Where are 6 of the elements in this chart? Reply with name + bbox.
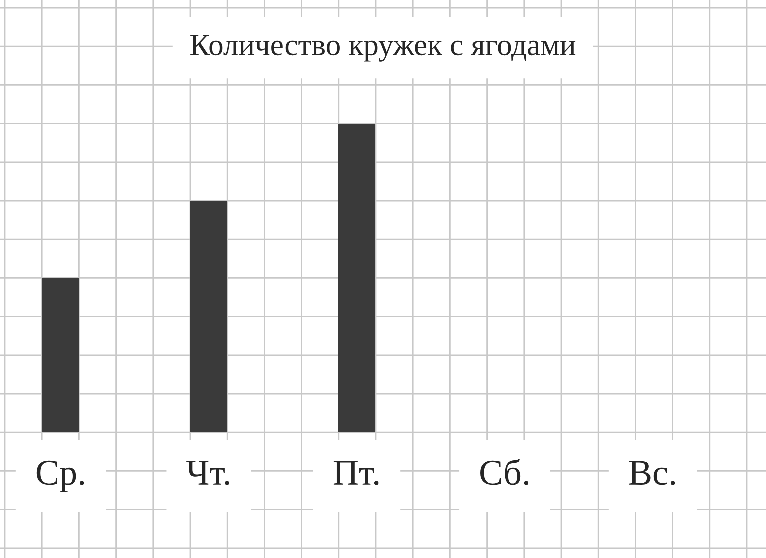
x-tick-label: Сб. <box>480 458 529 486</box>
x-tick-label: Вс. <box>629 461 676 486</box>
x-tick-label: Ср. <box>36 460 84 493</box>
x-tick-label: Чт. <box>186 461 230 486</box>
x-tick-label: Пт. <box>334 461 379 486</box>
chart-title: Количество кружек с ягодами <box>190 35 576 62</box>
